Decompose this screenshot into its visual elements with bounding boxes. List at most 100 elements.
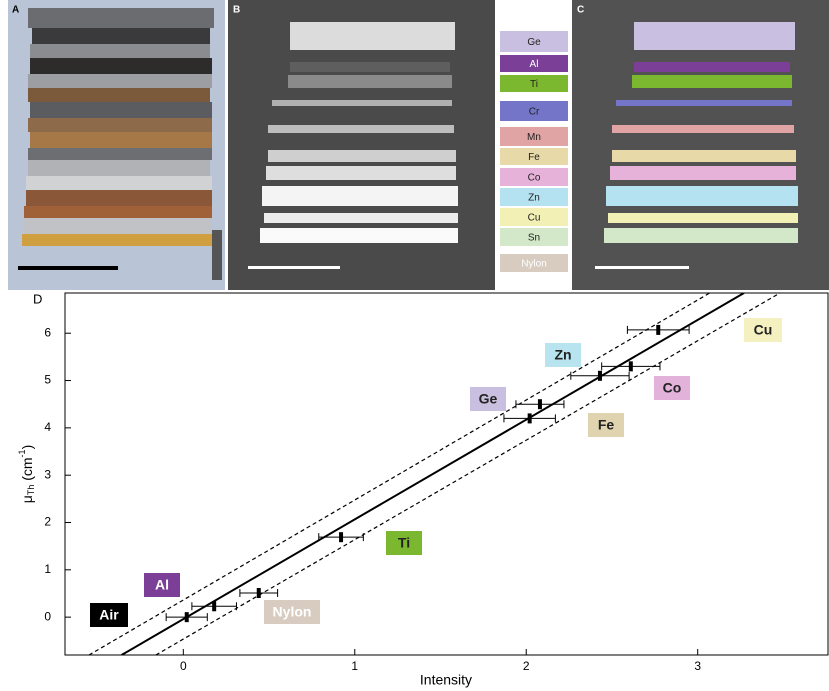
panel-label: A <box>12 5 19 16</box>
point <box>212 601 217 612</box>
annotation: Nylon <box>273 604 312 620</box>
y-tick-label: 3 <box>44 467 51 481</box>
legend-swatch <box>500 148 568 165</box>
strip <box>262 186 458 206</box>
legend-label: Zn <box>528 193 540 204</box>
plot-frame <box>64 292 829 656</box>
y-axis-label: μTh (cm-1) <box>17 445 36 504</box>
annotation-box <box>545 343 581 367</box>
annotation: Ti <box>398 535 410 551</box>
strip <box>268 150 456 162</box>
strip <box>260 228 458 243</box>
panel-label: D <box>33 291 42 306</box>
strip <box>634 62 790 72</box>
legend-swatch <box>500 228 568 246</box>
strip <box>612 125 794 133</box>
y-tick-label: 0 <box>44 609 51 623</box>
legend-label: Ti <box>530 79 538 90</box>
x-tick-label: 3 <box>694 659 701 673</box>
annotation: Zn <box>554 347 571 363</box>
legend-label: Ge <box>527 37 541 48</box>
annotation: Cu <box>754 322 773 338</box>
annotation-box <box>744 318 782 342</box>
panel-label: B <box>233 5 240 16</box>
fit-line <box>121 293 745 655</box>
y-tick-label: 4 <box>44 420 51 434</box>
photo-a <box>8 0 225 290</box>
y-label-part: (cm <box>19 457 35 484</box>
legend-label: Al <box>530 59 539 70</box>
legend-label: Cr <box>529 107 540 118</box>
annotation-box <box>264 600 320 624</box>
legend-swatch <box>500 127 568 146</box>
strip <box>634 22 795 50</box>
legend-label: Fe <box>528 152 540 163</box>
strip <box>272 100 452 106</box>
legend-swatch <box>500 31 568 52</box>
strip <box>266 166 456 180</box>
panel-label: C <box>577 5 584 16</box>
annotation-box <box>386 531 422 555</box>
annotation: Air <box>99 607 119 623</box>
point <box>184 612 189 623</box>
x-axis-label: Intensity <box>420 672 472 688</box>
strip <box>264 213 458 223</box>
annotation-box <box>470 387 506 411</box>
x-tick-label: 2 <box>523 659 530 673</box>
strip <box>290 62 450 72</box>
point <box>527 413 532 424</box>
legend-label: Cu <box>528 213 541 224</box>
legend-swatch <box>500 254 568 272</box>
strip <box>606 186 798 206</box>
strip <box>268 125 454 133</box>
annotation: Fe <box>598 417 615 433</box>
strip <box>608 213 798 223</box>
annotation-box <box>144 573 180 597</box>
y-tick-label: 1 <box>44 562 51 576</box>
y-tick-label: 5 <box>44 373 51 387</box>
legend: Ge Al Ti Cr Mn Fe Co Zn Cu Sn Nylon <box>497 0 570 290</box>
y-label-part: -1 <box>17 449 27 457</box>
point <box>256 588 261 599</box>
legend-swatch <box>500 208 568 226</box>
legend-label: Mn <box>527 132 541 143</box>
legend-label: Co <box>528 173 541 184</box>
legend-swatch <box>500 168 568 186</box>
fit-line <box>88 293 710 655</box>
point <box>597 370 602 381</box>
y-label-part: Th <box>26 485 36 496</box>
annotation-box <box>654 376 690 400</box>
chart: Intensity μTh (cm-1) 0 1 2 3 0 1 2 3 4 5 6 Air Al Nyl… <box>17 292 829 688</box>
point <box>537 399 542 410</box>
strip <box>290 22 455 50</box>
y-tick-label: 6 <box>44 325 51 339</box>
radiograph-c <box>572 0 829 290</box>
legend-swatch <box>500 101 568 121</box>
strip <box>288 75 452 88</box>
strip <box>610 166 796 180</box>
annotation-box <box>588 413 624 437</box>
annotation: Ge <box>479 391 498 407</box>
y-label-part: ) <box>19 445 35 450</box>
strip <box>604 228 798 243</box>
legend-swatch <box>500 188 568 206</box>
point <box>656 324 661 335</box>
annotation: Co <box>663 380 682 396</box>
strip <box>616 100 792 106</box>
y-tick-label: 2 <box>44 515 51 529</box>
point <box>339 532 344 543</box>
annotation-box <box>90 603 128 627</box>
annotation: Al <box>155 577 169 593</box>
x-tick-label: 0 <box>180 659 187 673</box>
y-label-part: μ <box>19 495 35 503</box>
radiograph-b <box>228 0 495 290</box>
legend-swatch <box>500 75 568 92</box>
legend-swatch <box>500 55 568 72</box>
legend-label: Sn <box>528 233 540 244</box>
point <box>628 361 633 372</box>
strip <box>632 75 792 88</box>
strip <box>612 150 796 162</box>
x-tick-label: 1 <box>351 659 358 673</box>
